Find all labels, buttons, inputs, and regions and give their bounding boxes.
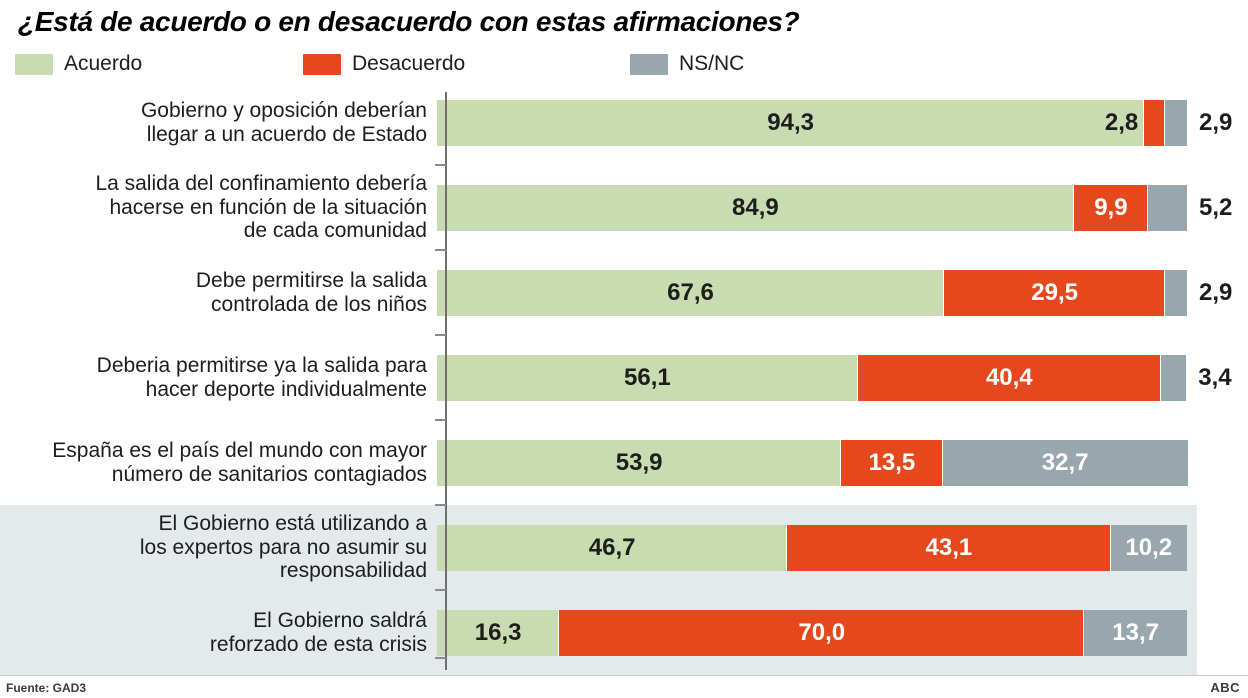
bar-segment-acuerdo: 84,9 bbox=[437, 184, 1074, 231]
axis-tick bbox=[435, 589, 446, 591]
value-label-desacuerdo: 43,1 bbox=[925, 533, 973, 561]
chart-row: Gobierno y oposición deberían llegar a un… bbox=[0, 80, 1232, 165]
bar-track: 46,7 43,1 10,2 bbox=[437, 524, 1197, 571]
footer: Fuente: GAD3 ABC bbox=[0, 675, 1248, 698]
category-label: España es el país del mundo con mayor núm… bbox=[52, 438, 427, 486]
bar-segment-nsnc bbox=[1148, 184, 1187, 231]
category-label: Deberia permitirse ya la salida para hace… bbox=[96, 353, 427, 401]
chart-row: El Gobierno está utilizando a los experto… bbox=[0, 505, 1197, 590]
bar-segment-nsnc: 13,7 bbox=[1084, 609, 1187, 656]
bar-segment-acuerdo: 53,9 bbox=[437, 439, 842, 486]
axis-line bbox=[445, 92, 447, 670]
bar-segment-desacuerdo bbox=[1144, 99, 1166, 146]
legend-label-acuerdo: Acuerdo bbox=[64, 52, 143, 75]
chart-row: La salida del confinamiento debería hacer… bbox=[0, 165, 1232, 250]
legend-swatch-acuerdo bbox=[15, 53, 53, 75]
bar-track: 84,9 9,9 5,2 bbox=[437, 184, 1232, 231]
value-label-acuerdo: 46,7 bbox=[588, 533, 636, 561]
bar-track: 53,9 13,5 32,7 bbox=[437, 439, 1197, 486]
value-label-nsnc: 3,4 bbox=[1198, 363, 1232, 391]
category-label: Gobierno y oposición deberían llegar a un… bbox=[140, 98, 427, 146]
bar-segment-desacuerdo: 9,9 bbox=[1073, 184, 1148, 231]
value-label-acuerdo: 84,9 bbox=[732, 193, 779, 221]
value-label-nsnc: 10,2 bbox=[1125, 533, 1173, 561]
bar-segment-acuerdo: 56,1 bbox=[437, 354, 858, 401]
bar-segment-desacuerdo: 40,4 bbox=[857, 354, 1161, 401]
bar-segment-desacuerdo: 43,1 bbox=[787, 524, 1111, 571]
value-label-nsnc: 13,7 bbox=[1112, 618, 1159, 646]
value-label-nsnc: 2,9 bbox=[1199, 108, 1233, 136]
axis-tick bbox=[435, 164, 446, 166]
value-label-desacuerdo: 13,5 bbox=[868, 448, 916, 476]
category-label: El Gobierno está utilizando a los experto… bbox=[139, 512, 427, 583]
bar-track: 67,6 29,5 2,9 bbox=[437, 269, 1232, 316]
bar-segment-nsnc bbox=[1165, 99, 1187, 146]
category-label: Debe permitirse la salida controlada de l… bbox=[195, 268, 427, 316]
bar-segment-acuerdo: 67,6 bbox=[437, 269, 944, 316]
bar-segment-desacuerdo: 70,0 bbox=[559, 609, 1085, 656]
bar-segment-nsnc: 32,7 bbox=[942, 439, 1188, 486]
value-label-acuerdo: 53,9 bbox=[615, 448, 663, 476]
bar-segment-desacuerdo: 29,5 bbox=[944, 269, 1166, 316]
bar-track: 56,1 40,4 3,4 bbox=[437, 354, 1232, 401]
category-label: El Gobierno saldrá reforzado de esta cris… bbox=[209, 608, 427, 656]
bar-segment-nsnc bbox=[1160, 354, 1187, 401]
value-label-nsnc: 5,2 bbox=[1199, 193, 1233, 221]
legend-swatch-nsnc bbox=[630, 53, 668, 75]
chart-row: España es el país del mundo con mayor núm… bbox=[0, 420, 1197, 505]
stacked-bar-chart: Gobierno y oposición deberían llegar a un… bbox=[0, 80, 1248, 675]
value-label-desacuerdo: 2,8 bbox=[1104, 108, 1139, 136]
axis-tick bbox=[435, 419, 446, 421]
value-label-acuerdo: 56,1 bbox=[624, 363, 671, 391]
bar-segment-nsnc: 10,2 bbox=[1110, 524, 1187, 571]
bar-segment-acuerdo: 46,7 bbox=[437, 524, 788, 571]
value-label-nsnc: 2,9 bbox=[1199, 278, 1233, 306]
value-label-desacuerdo: 40,4 bbox=[985, 363, 1033, 391]
abc-logo: ABC bbox=[1210, 680, 1240, 695]
axis-tick bbox=[435, 249, 446, 251]
axis-tick bbox=[435, 334, 446, 336]
axis-tick bbox=[435, 657, 446, 659]
bar-segment-acuerdo: 16,3 bbox=[437, 609, 560, 656]
source-label: Fuente: GAD3 bbox=[6, 681, 87, 695]
value-label-desacuerdo: 9,9 bbox=[1094, 193, 1128, 221]
value-label-acuerdo: 16,3 bbox=[474, 618, 522, 646]
value-label-desacuerdo: 29,5 bbox=[1031, 278, 1078, 306]
legend-item-acuerdo: Acuerdo bbox=[15, 52, 142, 76]
chart-rows: Gobierno y oposición deberían llegar a un… bbox=[0, 80, 1248, 675]
axis-tick bbox=[435, 504, 446, 506]
chart-row: El Gobierno saldrá reforzado de esta cris… bbox=[0, 590, 1197, 675]
chart-row: Deberia permitirse ya la salida para hace… bbox=[0, 335, 1232, 420]
value-label-acuerdo: 67,6 bbox=[667, 278, 714, 306]
value-label-acuerdo: 94,3 bbox=[767, 108, 814, 136]
chart-row: Debe permitirse la salida controlada de l… bbox=[0, 250, 1232, 335]
legend-label-desacuerdo: Desacuerdo bbox=[352, 52, 466, 75]
legend-swatch-desacuerdo bbox=[303, 53, 341, 75]
legend-item-desacuerdo: Desacuerdo bbox=[303, 52, 465, 76]
bar-segment-nsnc bbox=[1165, 269, 1187, 316]
bar-track: 94,3 2,8 2,9 bbox=[437, 99, 1232, 146]
bar-segment-acuerdo: 94,3 bbox=[437, 99, 1145, 146]
bar-track: 16,3 70,0 13,7 bbox=[437, 609, 1197, 656]
value-label-desacuerdo: 70,0 bbox=[798, 618, 846, 646]
category-label: La salida del confinamiento debería hacer… bbox=[95, 172, 427, 243]
bar-segment-desacuerdo: 13,5 bbox=[841, 439, 943, 486]
legend-label-nsnc: NS/NC bbox=[679, 52, 745, 75]
legend-item-nsnc: NS/NC bbox=[630, 52, 744, 76]
value-label-nsnc: 32,7 bbox=[1041, 448, 1089, 476]
page-title: ¿Está de acuerdo o en desacuerdo con est… bbox=[18, 6, 800, 37]
